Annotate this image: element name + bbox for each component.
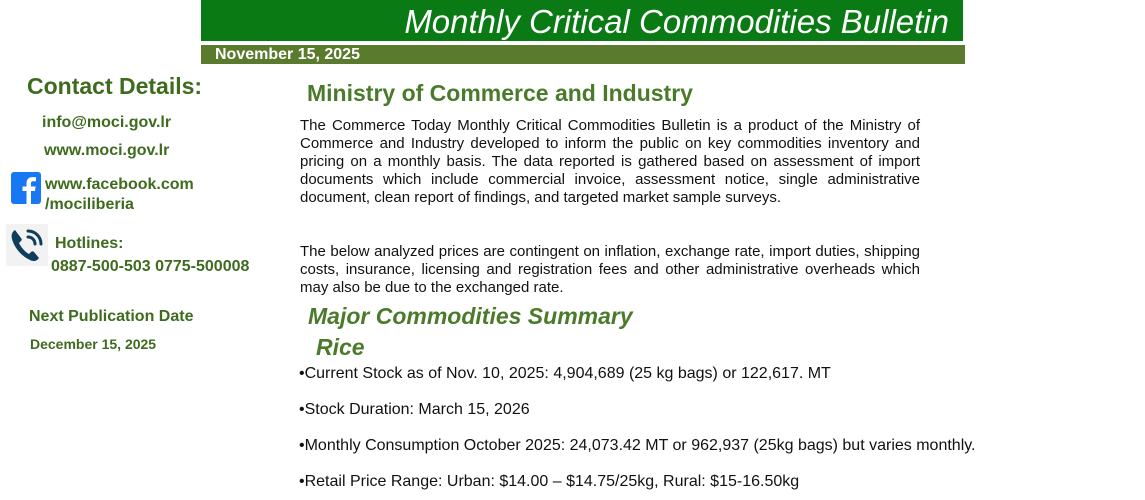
website-link[interactable]: www.moci.gov.lr: [44, 142, 170, 159]
bulletin-title-banner: Monthly Critical Commodities Bulletin: [201, 0, 963, 41]
email-link[interactable]: info@moci.gov.lr: [42, 114, 172, 131]
bulletin-date-bar: November 15, 2025: [201, 45, 965, 64]
rice-current-stock: •Current Stock as of Nov. 10, 2025: 4,90…: [299, 365, 831, 382]
hotlines-numbers: 0887-500-503 0775-500008: [51, 258, 250, 275]
contact-details-heading: Contact Details:: [27, 73, 203, 99]
rice-heading: Rice: [316, 334, 365, 360]
bulletin-title: Monthly Critical Commodities Bulletin: [404, 3, 949, 40]
facebook-url-line2: /mociliberia: [45, 196, 134, 213]
rice-stock-duration: •Stock Duration: March 15, 2026: [299, 401, 530, 418]
next-publication-date: December 15, 2025: [30, 336, 157, 352]
facebook-link[interactable]: www.facebook.com /mociliberia: [45, 175, 194, 215]
major-commodities-summary-heading: Major Commodities Summary: [308, 303, 633, 329]
rice-retail-price-range: •Retail Price Range: Urban: $14.00 – $14…: [299, 473, 800, 490]
next-publication-label: Next Publication Date: [29, 308, 194, 325]
pricing-paragraph: The below analyzed prices are contingent…: [300, 243, 920, 296]
facebook-icon: [11, 172, 41, 204]
hotlines-label: Hotlines:: [55, 235, 124, 252]
facebook-url-line1: www.facebook.com: [45, 176, 194, 193]
rice-monthly-consumption: •Monthly Consumption October 2025: 24,07…: [299, 437, 976, 454]
ministry-title: Ministry of Commerce and Industry: [307, 80, 693, 106]
phone-icon: [6, 224, 48, 266]
bulletin-date: November 15, 2025: [215, 46, 360, 63]
intro-paragraph: The Commerce Today Monthly Critical Comm…: [300, 117, 920, 206]
